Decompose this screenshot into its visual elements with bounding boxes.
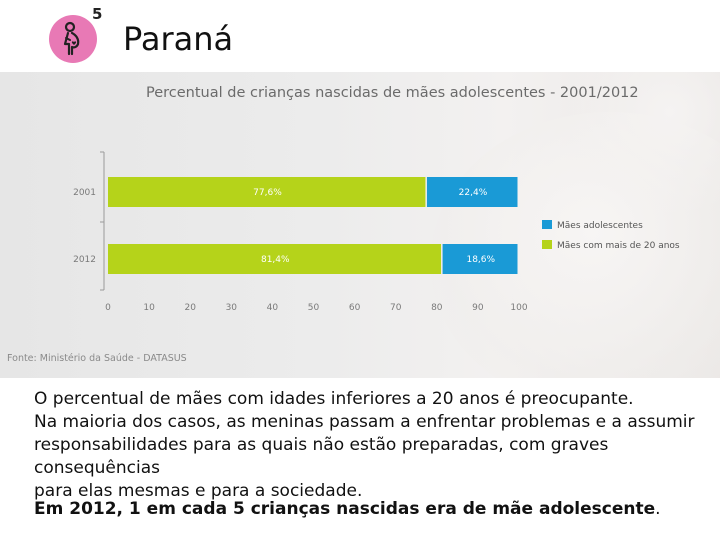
- chart-source: Fonte: Ministério da Saúde - DATASUS: [7, 353, 187, 364]
- x-tick-label: 70: [390, 303, 402, 313]
- x-tick-label: 20: [184, 303, 196, 313]
- x-tick-label: 0: [105, 303, 111, 313]
- pregnant-woman-icon: [49, 15, 97, 63]
- bar-data-label: 22,4%: [459, 188, 488, 198]
- bar-data-label: 81,4%: [261, 255, 290, 265]
- x-tick-label: 40: [267, 303, 279, 313]
- page-title: Paraná: [123, 20, 234, 58]
- bar: [442, 244, 518, 274]
- legend-swatch: [542, 220, 552, 229]
- x-tick-label: 50: [308, 303, 320, 313]
- x-tick-label: 60: [349, 303, 361, 313]
- description-line: O percentual de mães com idades inferior…: [34, 389, 634, 409]
- section-number: 5: [92, 5, 103, 23]
- x-tick-label: 100: [510, 303, 527, 313]
- x-tick-label: 30: [226, 303, 238, 313]
- bar-chart: Percentual de crianças nascidas de mães …: [7, 85, 680, 364]
- description-line: Na maioria dos casos, as meninas passam …: [34, 412, 695, 432]
- highlight-period: .: [655, 499, 661, 519]
- bar-data-label: 77,6%: [253, 188, 282, 198]
- description-text: O percentual de mães com idades inferior…: [34, 388, 704, 503]
- legend-swatch: [542, 240, 552, 249]
- x-tick-label: 90: [472, 303, 484, 313]
- bar: [108, 177, 426, 207]
- legend-label: Mães adolescentes: [557, 221, 643, 231]
- chart-panel: Percentual de crianças nascidas de mães …: [0, 72, 720, 378]
- x-tick-label: 80: [431, 303, 443, 313]
- chart-title: Percentual de crianças nascidas de mães …: [146, 85, 639, 101]
- bar: [108, 244, 442, 274]
- y-tick-label: 2001: [73, 188, 96, 198]
- highlight-statement: Em 2012, 1 em cada 5 crianças nascidas e…: [34, 498, 704, 521]
- description-line: para elas mesmas e para a sociedade.: [34, 481, 363, 501]
- bar: [426, 177, 518, 207]
- x-tick-label: 10: [143, 303, 155, 313]
- highlight-text: Em 2012, 1 em cada 5 crianças nascidas e…: [34, 499, 656, 519]
- y-tick-label: 2012: [73, 255, 96, 265]
- legend-label: Mães com mais de 20 anos: [557, 241, 680, 251]
- description-line: responsabilidades para as quais não estã…: [34, 435, 609, 478]
- bar-data-label: 18,6%: [466, 255, 495, 265]
